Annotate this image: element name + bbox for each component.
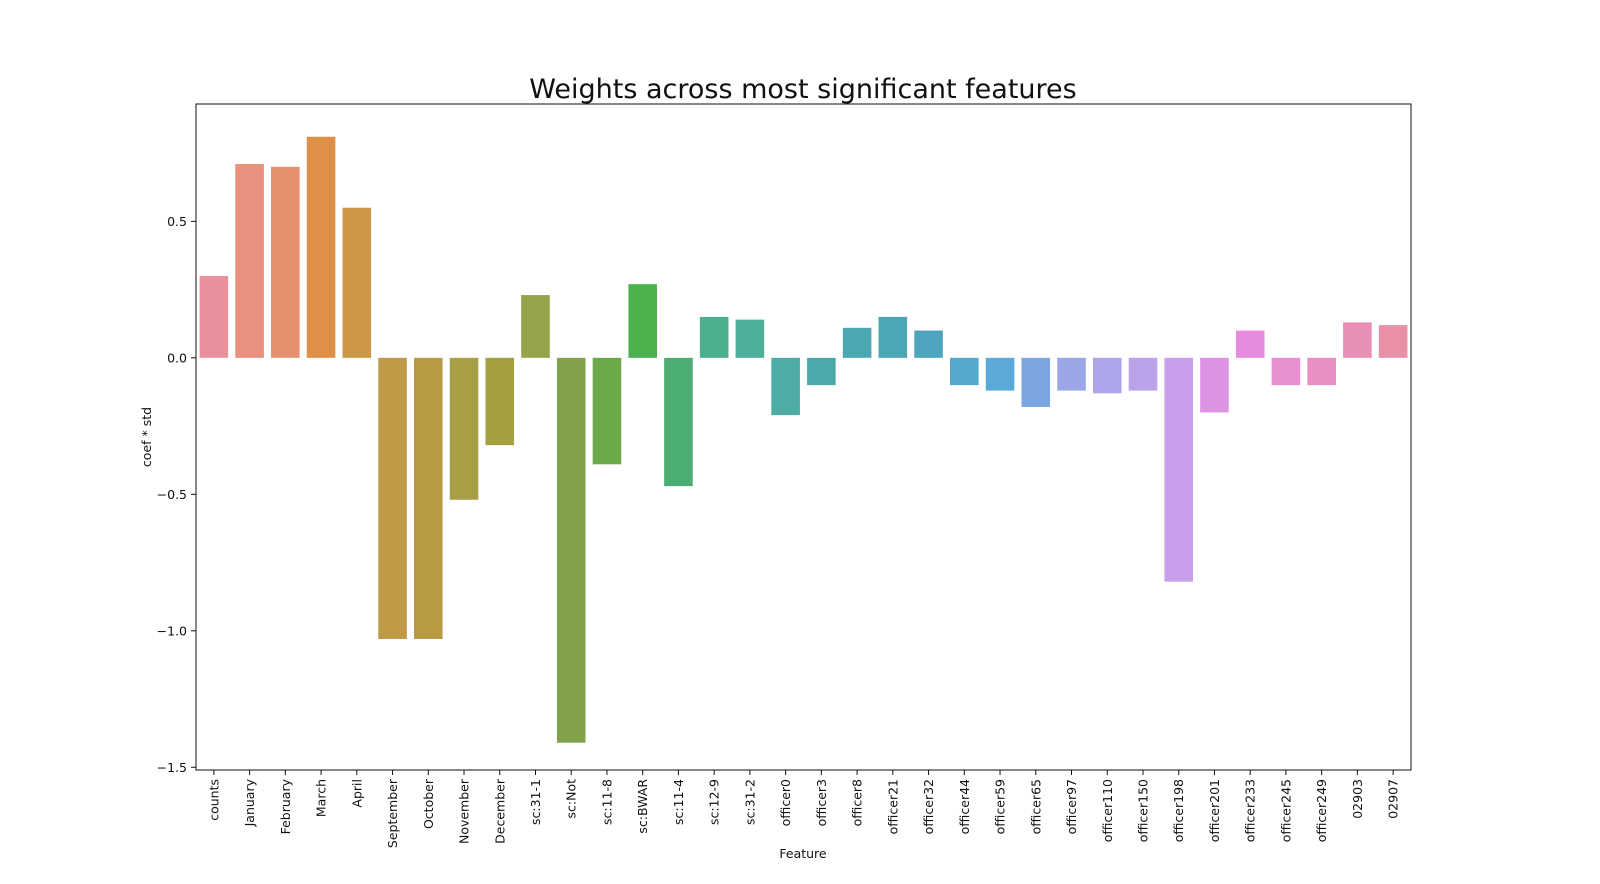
x-tick-label: March xyxy=(314,779,329,817)
x-tick-label: officer233 xyxy=(1243,779,1258,842)
bar-officer8 xyxy=(842,327,872,358)
bar-officer233 xyxy=(1235,330,1265,358)
bar-January xyxy=(235,164,264,358)
x-tick-label: officer198 xyxy=(1171,779,1186,842)
x-tick-label: officer150 xyxy=(1135,779,1150,842)
bar-sc:BWAR xyxy=(628,284,657,358)
bar-02907 xyxy=(1378,325,1408,358)
bar-March xyxy=(306,136,336,358)
plot-frame xyxy=(195,103,1412,771)
bar-officer32 xyxy=(914,330,943,358)
x-tick-label: January xyxy=(242,778,257,827)
bar-November xyxy=(449,357,479,500)
bar-counts xyxy=(199,275,229,358)
x-tick-label: 02907 xyxy=(1386,779,1401,819)
x-tick-label: December xyxy=(492,778,507,844)
x-tick-label: officer201 xyxy=(1207,779,1222,842)
x-tick-label: sc:11-4 xyxy=(671,779,686,825)
y-tick-label: −1.0 xyxy=(157,623,187,638)
bar-officer198 xyxy=(1164,357,1194,582)
bar-officer3 xyxy=(807,357,836,386)
bar-December xyxy=(485,357,515,446)
x-tick-label: officer0 xyxy=(778,779,793,826)
x-tick-label: September xyxy=(385,778,400,848)
x-tick-label: officer249 xyxy=(1314,779,1329,842)
chart-title: Weights across most significant features xyxy=(529,74,1076,105)
bar-officer59 xyxy=(985,357,1015,391)
bar-sc:12-9 xyxy=(699,316,729,358)
x-tick-label: sc:11-8 xyxy=(599,779,614,825)
x-tick-label: officer3 xyxy=(814,779,829,826)
y-tick-label: −1.5 xyxy=(157,760,187,775)
bar-officer65 xyxy=(1021,357,1051,407)
bar-officer150 xyxy=(1128,357,1158,391)
x-tick-label: officer110 xyxy=(1100,779,1115,842)
x-tick-label: officer59 xyxy=(993,779,1008,834)
x-tick-label: November xyxy=(457,778,472,844)
bar-officer21 xyxy=(878,316,908,358)
x-tick-label: officer8 xyxy=(850,779,865,826)
x-tick-label: officer32 xyxy=(921,779,936,834)
x-tick-label: sc:31-2 xyxy=(742,779,757,825)
x-tick-label: counts xyxy=(206,779,221,821)
bar-officer249 xyxy=(1307,357,1336,386)
x-tick-label: October xyxy=(421,778,436,829)
x-tick-label: sc:Not xyxy=(564,779,579,819)
x-tick-label: 02903 xyxy=(1350,779,1365,819)
bar-officer245 xyxy=(1271,357,1301,386)
x-tick-label: officer44 xyxy=(957,779,972,834)
bar-October xyxy=(413,357,443,639)
bar-officer97 xyxy=(1057,357,1086,391)
x-tick-label: April xyxy=(349,779,364,808)
bar-sc:31-2 xyxy=(735,319,765,358)
bar-sc:31-1 xyxy=(521,295,550,358)
bar-February xyxy=(271,166,300,358)
x-tick-label: officer245 xyxy=(1278,779,1293,842)
bar-sc:Not xyxy=(556,357,586,743)
bars-layer xyxy=(199,136,1408,743)
x-tick-label: officer65 xyxy=(1028,779,1043,834)
x-tick-label: February xyxy=(278,778,293,834)
bar-officer0 xyxy=(771,357,800,416)
y-axis-label: coef * std xyxy=(139,407,154,467)
bar-02903 xyxy=(1343,322,1372,358)
bar-April xyxy=(342,207,372,358)
x-tick-label: sc:12-9 xyxy=(707,779,722,825)
bar-officer201 xyxy=(1200,357,1229,413)
axes-layer: counts January February March April September… xyxy=(157,103,1412,848)
bar-sc:11-8 xyxy=(592,357,622,465)
bar-officer44 xyxy=(950,357,979,386)
x-tick-label: officer97 xyxy=(1064,779,1079,834)
y-tick-label: −0.5 xyxy=(157,487,187,502)
bar-sc:11-4 xyxy=(664,357,693,487)
x-axis-label: Feature xyxy=(779,846,827,861)
y-tick-label: 0.5 xyxy=(167,214,187,229)
x-tick-label: sc:31-1 xyxy=(528,779,543,825)
bar-officer110 xyxy=(1092,357,1122,394)
x-tick-label: officer21 xyxy=(885,779,900,834)
y-tick-label: 0.0 xyxy=(167,350,187,365)
x-tick-label: sc:BWAR xyxy=(635,779,650,834)
bar-September xyxy=(378,357,407,639)
